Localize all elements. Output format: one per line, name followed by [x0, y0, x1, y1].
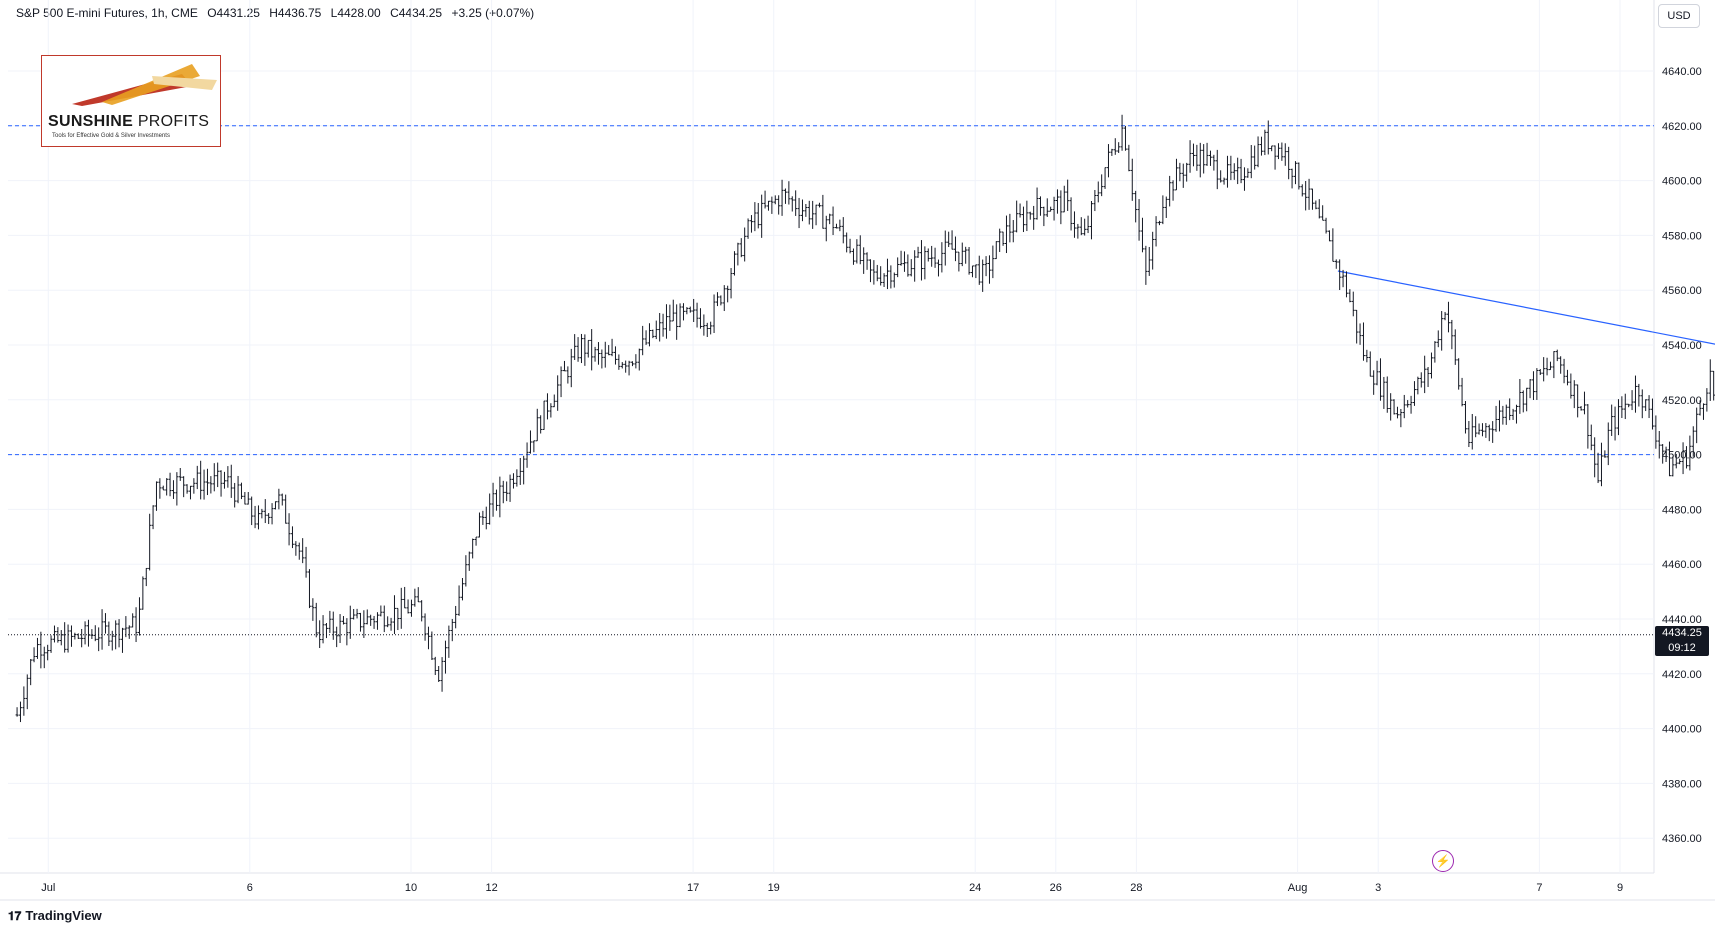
y-tick-label: 4460.00	[1662, 559, 1702, 571]
ohlc-high: H4436.75	[269, 6, 322, 20]
symbol-legend: S&P 500 E-mini Futures, 1h, CME O4431.25…	[16, 6, 540, 20]
x-tick-label: 7	[1536, 882, 1542, 894]
y-tick-label: 4400.00	[1662, 724, 1702, 736]
x-tick-label: 24	[969, 882, 981, 894]
symbol-name[interactable]: S&P 500 E-mini Futures, 1h, CME	[16, 6, 198, 20]
y-tick-label: 4560.00	[1662, 285, 1702, 297]
x-tick-label: Aug	[1288, 882, 1308, 894]
y-tick-label: 4540.00	[1662, 340, 1702, 352]
last-price-label: 4434.25 09:12	[1655, 626, 1709, 656]
x-tick-label: 12	[485, 882, 497, 894]
tradingview-label: TradingView	[25, 908, 102, 923]
sunshine-profits-logo: SUNSHINE PROFITS Tools for Effective Gol…	[41, 55, 221, 147]
y-tick-label: 4620.00	[1662, 121, 1702, 133]
y-tick-label: 4440.00	[1662, 614, 1702, 626]
last-price-value: 4434.25	[1662, 627, 1702, 639]
logo-graphic	[72, 64, 217, 106]
ohlc-change: +3.25 (+0.07%)	[451, 6, 535, 20]
logo-tagline: Tools for Effective Gold & Silver Invest…	[52, 133, 170, 139]
x-tick-label: 6	[247, 882, 253, 894]
ohlc-low: L4428.00	[330, 6, 381, 20]
currency-button[interactable]: USD	[1658, 4, 1700, 28]
y-tick-label: 4380.00	[1662, 778, 1702, 790]
x-tick-label: 26	[1050, 882, 1062, 894]
y-tick-label: 4420.00	[1662, 669, 1702, 681]
y-tick-label: 4580.00	[1662, 230, 1702, 242]
x-tick-label: 10	[405, 882, 417, 894]
bar-countdown: 09:12	[1668, 642, 1696, 654]
y-tick-label: 4600.00	[1662, 176, 1702, 188]
y-tick-label: 4500.00	[1662, 450, 1702, 462]
y-tick-label: 4520.00	[1662, 395, 1702, 407]
x-tick-label: 28	[1130, 882, 1142, 894]
y-tick-label: 4640.00	[1662, 66, 1702, 78]
x-tick-label: 19	[768, 882, 780, 894]
trendline[interactable]	[1337, 270, 1715, 427]
x-tick-label: 17	[687, 882, 699, 894]
x-tick-label: Jul	[41, 882, 55, 894]
ohlc-close: C4434.25	[390, 6, 443, 20]
tradingview-logo[interactable]: 𝟏𝟕 TradingView	[8, 908, 102, 924]
x-tick-label: 9	[1617, 882, 1623, 894]
ohlc-open: O4431.25	[207, 6, 260, 20]
tradingview-icon: 𝟏𝟕	[8, 909, 22, 923]
y-tick-label: 4480.00	[1662, 504, 1702, 516]
x-tick-label: 3	[1375, 882, 1381, 894]
y-tick-label: 4360.00	[1662, 833, 1702, 845]
lightning-bolt-icon[interactable]: ⚡	[1432, 850, 1454, 872]
logo-title: SUNSHINE PROFITS	[48, 113, 210, 130]
